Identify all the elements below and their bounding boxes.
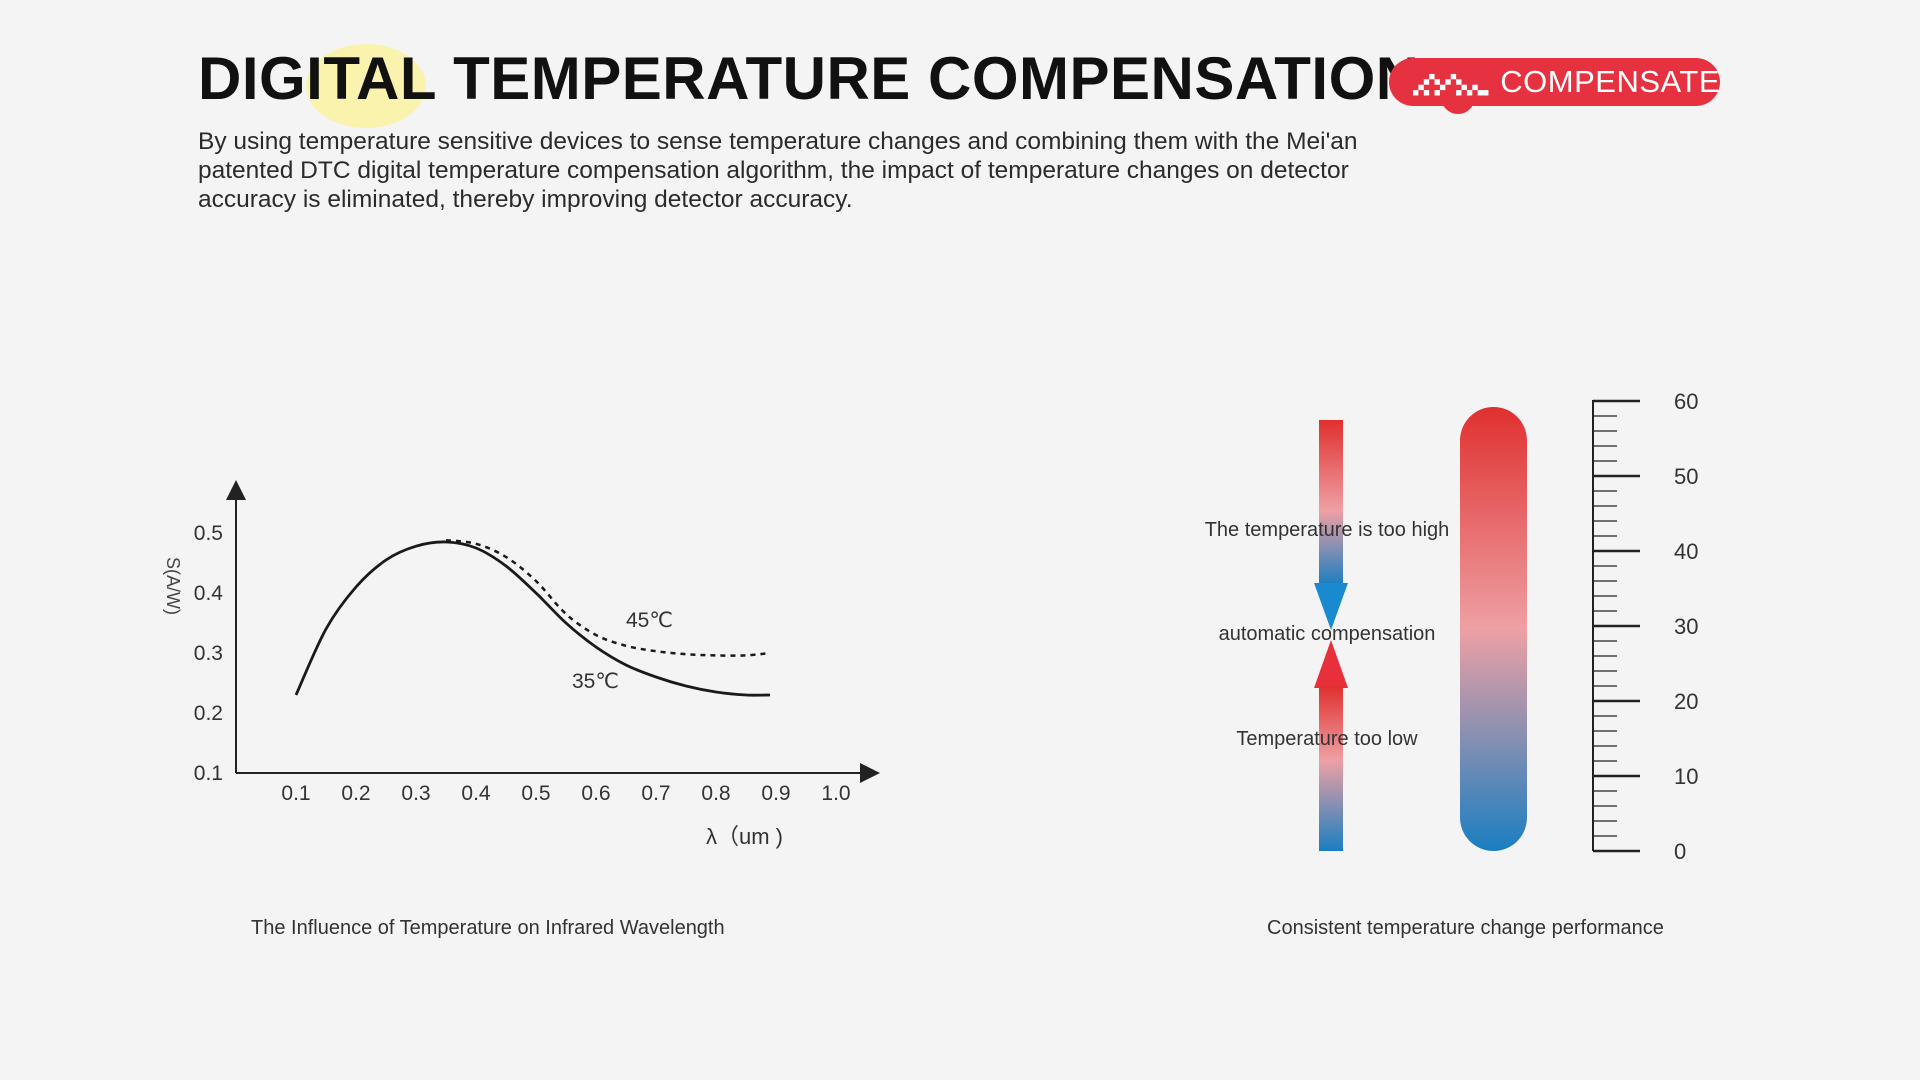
page-description: By using temperature sensitive devices t…: [198, 128, 1358, 213]
scale-label: 60: [1674, 389, 1698, 414]
chart-series: 35℃ 45℃: [294, 538, 771, 697]
scale-label: 10: [1674, 764, 1698, 789]
label-auto-compensation: automatic compensation: [1219, 623, 1436, 645]
series-label-45: 45℃: [626, 609, 673, 632]
low-temp-bar: [1319, 686, 1343, 851]
y-tick-label: 0.2: [194, 702, 223, 725]
x-tick-label: 0.9: [761, 782, 790, 805]
y-tick-label: 0.3: [194, 642, 223, 665]
x-tick-label: 0.2: [341, 782, 370, 805]
series-line-45℃: [445, 538, 771, 657]
y-tick-labels: 0.5 0.4 0.3 0.2 0.1: [194, 522, 224, 785]
y-tick-label: 0.5: [194, 522, 223, 545]
thermo-caption: Consistent temperature change performanc…: [1267, 917, 1664, 939]
series-label-35: 35℃: [572, 670, 619, 693]
x-tick-label: 0.7: [641, 782, 670, 805]
y-tick-label: 0.1: [194, 762, 223, 785]
x-tick-label: 0.8: [701, 782, 730, 805]
scale-label: 50: [1674, 464, 1698, 489]
high-temp-bar: [1319, 420, 1343, 585]
x-tick-label: 0.1: [281, 782, 310, 805]
brand-badge[interactable]: COMPENSATE: [1389, 58, 1720, 106]
scale-label: 40: [1674, 539, 1698, 564]
scale-label: 20: [1674, 689, 1698, 714]
series-line-35℃: [294, 540, 771, 697]
x-tick-labels: 0.1 0.2 0.3 0.4 0.5 0.6 0.7 0.8 0.9 1.0: [281, 782, 850, 805]
x-tick-label: 0.3: [401, 782, 430, 805]
label-temp-high: The temperature is too high: [1205, 519, 1450, 541]
x-axis-label: λ（um ): [706, 824, 783, 849]
thermometer-tube: [1460, 407, 1527, 851]
chart-caption: The Influence of Temperature on Infrared…: [251, 917, 725, 939]
title-highlight: [306, 44, 426, 128]
brand-label: COMPENSATE: [1500, 64, 1720, 99]
y-axis-label: S(A/W): [163, 557, 183, 615]
y-tick-label: 0.4: [194, 582, 224, 605]
x-tick-label: 1.0: [821, 782, 850, 805]
scale-labels: 60 50 40 30 20 10 0: [1674, 389, 1698, 864]
page-title: DIGITAL TEMPERATURE COMPENSATION: [198, 45, 1420, 112]
title-block: DIGITAL TEMPERATURE COMPENSATION: [198, 44, 1420, 128]
x-tick-label: 0.5: [521, 782, 550, 805]
scale-label: 0: [1674, 839, 1686, 864]
arrow-down-icon: [1314, 583, 1348, 630]
mountain-logo-icon: [1413, 73, 1489, 96]
x-tick-label: 0.4: [461, 782, 491, 805]
arrow-up-icon: [1314, 640, 1348, 688]
label-temp-low: Temperature too low: [1236, 728, 1418, 750]
x-tick-label: 0.6: [581, 782, 610, 805]
scale-ticks: [1593, 399, 1640, 853]
scale-label: 30: [1674, 614, 1698, 639]
